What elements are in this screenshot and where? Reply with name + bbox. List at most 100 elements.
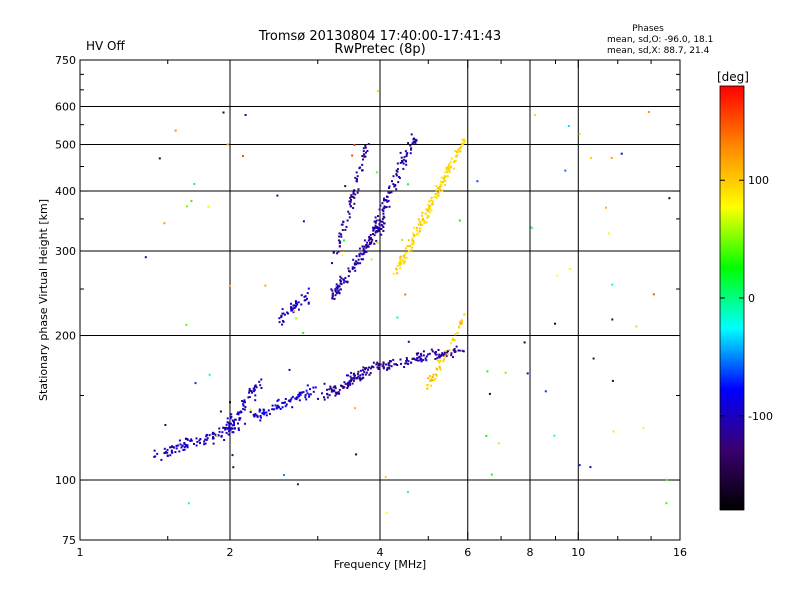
data-point: [392, 358, 395, 361]
data-point: [222, 111, 225, 114]
data-point: [241, 400, 244, 402]
data-point: [386, 195, 389, 198]
data-point: [277, 398, 280, 401]
data-point: [359, 166, 362, 169]
data-point: [185, 323, 188, 326]
data-point: [564, 169, 567, 172]
data-point: [377, 364, 380, 367]
data-point: [323, 396, 325, 399]
data-point: [400, 156, 403, 159]
data-point: [362, 147, 365, 150]
data-point: [389, 360, 392, 362]
data-point: [399, 261, 402, 264]
data-point: [338, 388, 341, 391]
data-point: [289, 400, 292, 403]
data-point: [413, 357, 415, 360]
data-point: [390, 365, 393, 368]
data-point: [605, 206, 607, 209]
data-point: [404, 247, 407, 250]
data-point: [490, 473, 493, 476]
data-point: [283, 474, 285, 476]
data-point: [424, 357, 427, 360]
data-point: [329, 385, 332, 388]
data-point: [226, 427, 229, 430]
data-point: [433, 379, 436, 382]
data-point: [343, 279, 346, 282]
data-point: [298, 393, 301, 395]
data-point: [362, 258, 365, 261]
data-point: [642, 426, 645, 429]
data-point: [365, 251, 368, 253]
data-point: [258, 410, 261, 413]
data-point: [452, 356, 454, 359]
data-point: [336, 291, 339, 294]
data-point: [278, 321, 281, 324]
data-point: [355, 263, 358, 266]
data-point: [405, 163, 408, 166]
data-point: [419, 230, 421, 233]
data-point: [290, 309, 293, 312]
data-point: [459, 150, 462, 153]
data-point: [404, 159, 407, 162]
data-point: [366, 150, 369, 152]
data-point: [349, 270, 351, 273]
data-point: [360, 258, 363, 261]
data-point: [456, 154, 458, 157]
data-point: [353, 202, 356, 205]
x-tick-label: 1: [77, 546, 84, 559]
data-point: [385, 206, 388, 209]
data-point: [364, 146, 367, 149]
data-point: [212, 436, 214, 438]
data-point: [367, 245, 369, 248]
data-point: [359, 262, 362, 265]
data-point: [300, 303, 303, 306]
data-point: [407, 363, 410, 365]
data-point: [248, 396, 251, 398]
data-point: [344, 280, 347, 283]
data-point: [356, 191, 359, 194]
data-point: [178, 450, 181, 453]
data-point: [252, 413, 255, 416]
data-point: [198, 439, 201, 442]
data-point: [276, 399, 279, 402]
data-point: [294, 397, 297, 400]
data-point: [417, 359, 420, 362]
data-point: [428, 211, 431, 214]
data-point: [338, 242, 341, 245]
data-point: [415, 352, 418, 355]
data-point: [334, 387, 337, 390]
data-point: [338, 291, 341, 294]
data-point: [260, 378, 263, 381]
data-point: [426, 208, 429, 211]
data-point: [426, 214, 429, 217]
data-point: [166, 455, 169, 457]
data-point: [176, 444, 179, 447]
data-point: [396, 364, 399, 366]
data-point: [372, 229, 375, 232]
data-point: [206, 437, 209, 440]
data-point: [208, 434, 211, 437]
data-point: [284, 405, 287, 408]
data-point: [437, 194, 440, 197]
colorbar-tick-label: 0: [748, 292, 755, 305]
data-point: [396, 162, 399, 165]
data-point: [354, 407, 356, 410]
data-point: [440, 176, 443, 179]
data-point: [359, 379, 362, 382]
data-point: [407, 142, 410, 145]
data-point: [360, 377, 363, 380]
data-point: [416, 229, 418, 232]
data-point: [388, 205, 391, 208]
data-point: [444, 180, 447, 183]
data-point: [335, 393, 338, 396]
y-tick-label: 750: [55, 54, 76, 67]
data-point: [364, 155, 367, 158]
data-point: [449, 165, 452, 168]
data-point: [261, 412, 264, 415]
data-point: [362, 366, 365, 369]
data-point: [231, 427, 234, 430]
data-point: [376, 230, 379, 233]
data-point: [264, 284, 267, 287]
data-point: [476, 180, 479, 183]
data-point: [281, 308, 284, 311]
